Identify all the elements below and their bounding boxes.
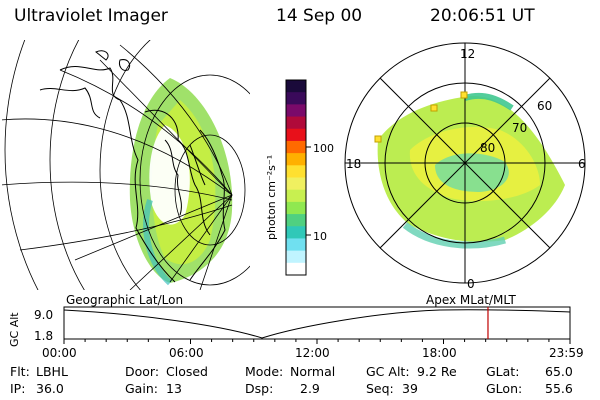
glon-value: 55.6 xyxy=(545,381,573,396)
ip-label: IP: xyxy=(10,381,26,396)
geographic-map xyxy=(2,40,250,290)
mlat-label-60: 60 xyxy=(537,99,552,113)
timeline-left-label: Geographic Lat/Lon xyxy=(66,293,183,307)
geo-graticule xyxy=(2,40,250,290)
colorbar-segment xyxy=(286,250,306,264)
filter-label: Flt: xyxy=(10,364,30,379)
colorbar-segment xyxy=(286,140,306,154)
colorbar-segment xyxy=(286,214,306,227)
glat-label: GLat: xyxy=(486,364,520,379)
colorbar-segment xyxy=(286,92,306,105)
timeline-y-top: 9.0 xyxy=(34,308,53,322)
colorbar-segment xyxy=(286,165,306,178)
timeline-frame xyxy=(63,306,571,340)
gain-label: Gain: xyxy=(125,381,158,396)
gc-alt-label: GC Alt: xyxy=(366,364,410,379)
colorbar-segments xyxy=(286,80,306,276)
time-tick-0000: 00:00 xyxy=(42,346,77,360)
mlt-label-18: 18 xyxy=(346,157,361,171)
gain-value: 13 xyxy=(166,381,182,396)
mlat-label-70: 70 xyxy=(512,121,527,135)
timeline-right-label: Apex MLat/MLT xyxy=(426,293,516,307)
colorbar-units: photon cm⁻²s⁻¹ xyxy=(265,155,278,240)
polar-dial: 12 18 6 0 60 70 80 xyxy=(344,42,586,291)
glon-label: GLon: xyxy=(486,381,523,396)
polar-aurora-dayside xyxy=(464,92,514,111)
mode-value: Normal xyxy=(290,364,336,379)
mlt-label-6: 6 xyxy=(578,157,586,171)
instrument-title: Ultraviolet Imager xyxy=(14,6,168,26)
colorbar-label-10: 10 xyxy=(313,230,327,243)
colorbar-segment xyxy=(286,262,306,276)
polar-marker-2 xyxy=(430,104,438,112)
colorbar-segment xyxy=(286,201,306,215)
polar-grid xyxy=(344,42,586,284)
mlat-label-80: 80 xyxy=(480,141,495,155)
seq-value: 39 xyxy=(402,381,418,396)
polar-aurora-lower xyxy=(402,222,506,249)
time-tick-0600: 06:00 xyxy=(169,346,204,360)
door-value: Closed xyxy=(166,364,208,379)
gc-alt-value: 9.2 Re xyxy=(417,364,457,379)
filter-value: LBHL xyxy=(36,364,68,379)
altitude-curve xyxy=(63,309,571,339)
timeline-ticks xyxy=(63,339,571,344)
colorbar-segment xyxy=(286,104,306,118)
ip-value: 36.0 xyxy=(36,381,64,396)
colorbar-segment xyxy=(286,189,306,203)
seq-label: Seq: xyxy=(366,381,394,396)
geo-aurora-edge xyxy=(143,199,173,286)
observation-date: 14 Sep 00 xyxy=(276,6,363,26)
colorbar-segment xyxy=(286,128,306,142)
time-tick-2359: 23:59 xyxy=(549,346,584,360)
colorbar-segment xyxy=(286,226,306,239)
geo-coastlines xyxy=(39,50,226,283)
mode-label: Mode: xyxy=(245,364,284,379)
polar-marker-1 xyxy=(460,91,468,99)
time-tick-1200: 12:00 xyxy=(295,346,330,360)
dsp-label: Dsp: xyxy=(245,381,274,396)
timeline-y-axis-label: GC Alt xyxy=(8,312,21,347)
colorbar-segment xyxy=(286,80,306,93)
colorbar-segment xyxy=(286,153,306,166)
time-tick-1800: 18:00 xyxy=(422,346,457,360)
mlt-label-12: 12 xyxy=(460,47,475,61)
orbit-timeline: Geographic Lat/Lon Apex MLat/MLT GC Alt … xyxy=(8,293,571,347)
colorbar-frame xyxy=(285,79,307,276)
mlt-label-0: 0 xyxy=(467,277,475,291)
timeline-y-bottom: 1.8 xyxy=(34,329,53,343)
colorbar: 100 10 photon cm⁻²s⁻¹ xyxy=(265,79,334,276)
door-label: Door: xyxy=(125,364,160,379)
observation-time: 20:06:51 UT xyxy=(430,6,535,26)
dsp-value: 2.9 xyxy=(300,381,320,396)
colorbar-segment xyxy=(286,116,306,130)
polar-marker-3 xyxy=(374,135,382,143)
colorbar-segment xyxy=(286,177,306,191)
glat-value: 65.0 xyxy=(545,364,573,379)
colorbar-label-100: 100 xyxy=(313,142,334,155)
colorbar-segment xyxy=(286,238,306,252)
